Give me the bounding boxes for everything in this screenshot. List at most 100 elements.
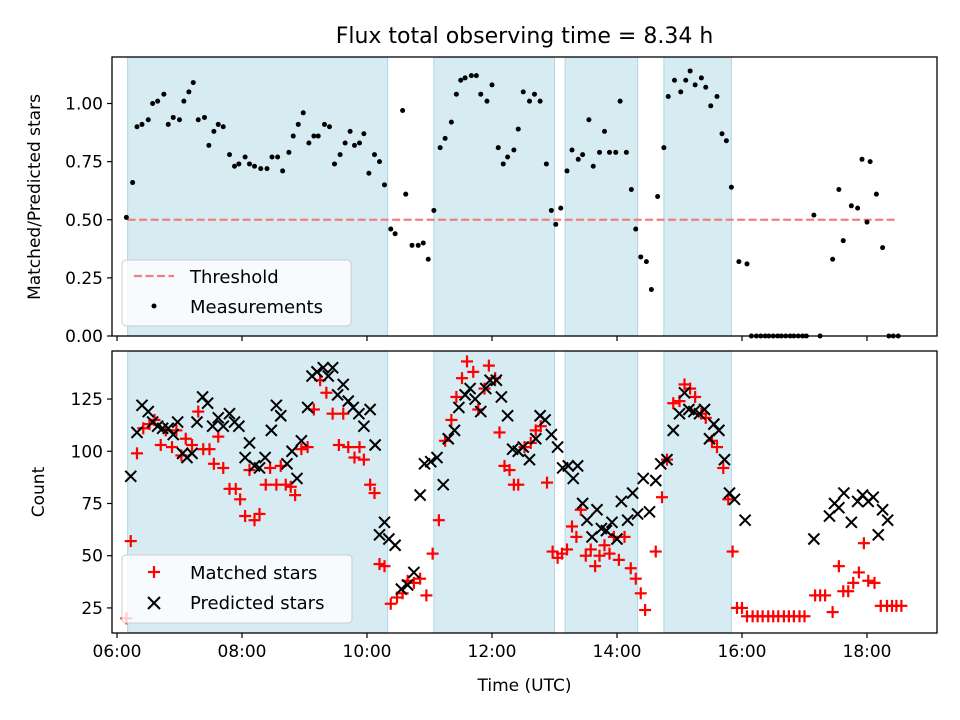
predicted-star-point (626, 486, 639, 500)
predicted-mark-b (610, 532, 624, 546)
matched-star-point (234, 493, 247, 506)
predicted-mark-b (280, 457, 294, 471)
predicted-star-point (643, 505, 656, 519)
predicted-star-point (712, 424, 726, 437)
y-tick-label: 100 (71, 442, 103, 462)
measurement-point (258, 166, 264, 172)
measurement-point (867, 159, 873, 165)
measurement-point (448, 119, 454, 125)
predicted-mark-b (567, 472, 580, 485)
predicted-star-point (401, 578, 414, 592)
predicted-mark-b (201, 397, 214, 410)
matched-star-point (847, 576, 860, 589)
matched-star-point (166, 441, 178, 454)
predicted-mark-b (643, 505, 656, 519)
predicted-mark-b (649, 474, 662, 487)
measurement-point (500, 161, 506, 167)
measurement-point (511, 147, 517, 153)
legend-matched-swatch (148, 566, 160, 578)
predicted-star-point (698, 403, 711, 416)
measurement-point (683, 77, 689, 83)
predicted-star-point (523, 453, 536, 466)
x-tick-label: 16:00 (718, 642, 767, 662)
measurement-point (264, 166, 270, 172)
predicted-mark-b (479, 382, 492, 395)
matched-star-point (862, 574, 875, 587)
y-tick-label: 50 (81, 547, 103, 567)
predicted-mark-b (682, 403, 696, 416)
measurement-point (672, 77, 677, 83)
measurement-point (130, 180, 136, 186)
predicted-mark-b (270, 399, 283, 412)
observing-span (663, 350, 732, 634)
matched-star-point (819, 589, 832, 602)
matched-star-point (461, 355, 473, 368)
predicted-mark-b (167, 428, 180, 441)
matched-star-point (301, 441, 314, 454)
predicted-star-point (430, 451, 444, 464)
predicted-mark-b (258, 451, 272, 464)
predicted-star-point (326, 361, 339, 374)
measurement-point (708, 103, 714, 109)
measurement-point (495, 145, 501, 151)
measurement-point (442, 135, 448, 141)
predicted-mark-b (626, 486, 639, 500)
measurement-point (195, 117, 201, 123)
measurement-point (728, 184, 734, 190)
predicted-mark-b (667, 424, 680, 437)
y-tick-label: 0.25 (65, 269, 103, 289)
measurement-point (322, 121, 327, 127)
measurement-point (347, 128, 353, 134)
measurement-point (247, 161, 252, 167)
matched-star-point (414, 572, 427, 585)
matched-star-point (186, 439, 198, 451)
matched-star-point (203, 443, 216, 456)
predicted-mark-b (301, 401, 314, 414)
measurement-point (617, 98, 623, 104)
predicted-mark-b (595, 522, 608, 535)
predicted-mark-b (442, 432, 455, 445)
matched-star-point (137, 422, 150, 435)
measurement-point (830, 256, 836, 262)
matched-star-point (179, 432, 192, 445)
matched-star-point (593, 549, 606, 562)
predicted-star-point (529, 432, 542, 445)
measurement-point (462, 75, 468, 81)
measurement-point (415, 242, 421, 248)
predicted-mark-b (124, 470, 137, 483)
measurement-point (215, 121, 221, 127)
measurement-point (337, 152, 343, 158)
predicted-mark-b (248, 459, 261, 473)
predicted-star-point (185, 447, 199, 460)
predicted-mark-b (378, 516, 391, 529)
matched-star-point (248, 514, 261, 527)
measurement-point (403, 191, 409, 197)
predicted-mark-b (368, 438, 382, 452)
x-tick-label: 10:00 (343, 642, 392, 662)
matched-star-point (656, 491, 668, 504)
matched-star-point (207, 457, 220, 470)
matched-star-point (603, 547, 616, 560)
matched-star-point (667, 397, 680, 410)
measurement-point (586, 117, 592, 123)
measurement-point (597, 149, 602, 155)
predicted-star-point (562, 459, 575, 473)
x-tick-label: 14:00 (593, 642, 642, 662)
measurement-point (633, 226, 639, 232)
predicted-mark-b (413, 488, 427, 502)
matched-star-point (284, 480, 297, 493)
predicted-mark-b (401, 578, 414, 592)
measurement-point (431, 207, 437, 213)
predicted-star-point (452, 401, 466, 414)
matched-star-point (384, 597, 397, 610)
predicted-mark-b (571, 459, 584, 473)
y-axis-top: 0.00 0.25 0.50 0.75 1.00 (65, 95, 112, 347)
measurement-point (859, 156, 865, 162)
measurement-point (425, 256, 431, 262)
predicted-mark-b (407, 566, 421, 579)
legend-measurements-label: Measurements (190, 297, 323, 318)
measurement-point (873, 191, 879, 197)
measurement-point (170, 114, 176, 120)
predicted-mark-b (718, 453, 731, 466)
predicted-star-point (310, 365, 324, 379)
